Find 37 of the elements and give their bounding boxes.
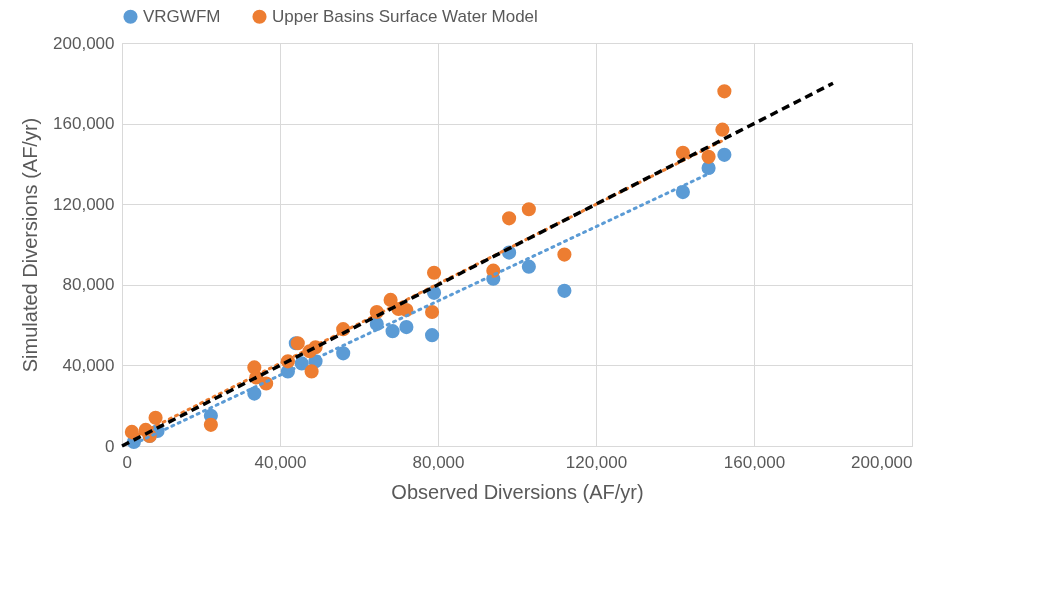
x-axis-title: Observed Diversions (AF/yr) — [391, 480, 644, 503]
point — [502, 211, 517, 226]
x-tick-label: 40,000 — [254, 452, 307, 472]
point — [717, 84, 732, 99]
point — [557, 283, 572, 298]
y-tick-label: 200,000 — [53, 33, 115, 53]
point — [675, 145, 690, 160]
y-tick-label: 120,000 — [53, 194, 115, 214]
x-tick-label: 160,000 — [723, 452, 786, 472]
x-tick-label: 120,000 — [565, 452, 628, 472]
point — [304, 364, 319, 379]
point — [425, 304, 440, 320]
point — [521, 202, 536, 217]
point — [383, 292, 398, 307]
x-tick-label: 80,000 — [412, 452, 465, 472]
point — [521, 259, 536, 274]
point — [675, 185, 690, 200]
point — [336, 346, 351, 361]
point — [148, 410, 163, 425]
y-tick-label: 160,000 — [53, 114, 115, 134]
point — [701, 149, 716, 164]
x-tick-label: 0 — [122, 452, 132, 472]
legend-label: VRGWFM — [143, 6, 221, 26]
point — [715, 122, 730, 137]
y-axis-title: Simulated Diversions (AF/yr) — [19, 117, 42, 373]
y-tick-label: 40,000 — [62, 355, 115, 375]
point — [203, 417, 218, 432]
x-tick-label: 200,000 — [851, 452, 913, 472]
point — [717, 147, 732, 162]
y-tick-label: 80,000 — [62, 275, 115, 295]
point — [385, 324, 400, 339]
point — [425, 328, 440, 343]
point — [426, 265, 442, 280]
point — [557, 247, 572, 262]
legend-label: Upper Basins Surface Water Model — [272, 6, 538, 26]
y-tick-label: 0 — [105, 436, 115, 456]
point — [399, 320, 414, 335]
